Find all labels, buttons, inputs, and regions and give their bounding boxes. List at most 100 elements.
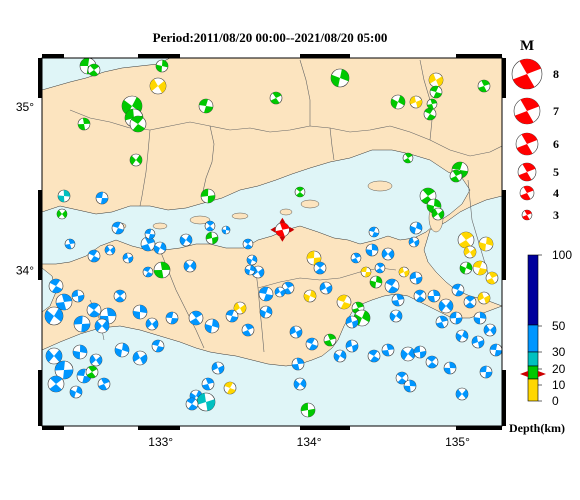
earthquake-marker (140, 236, 156, 252)
earthquake-marker (390, 94, 406, 110)
depth-tick-label: 0 (552, 394, 559, 408)
earthquake-marker (244, 264, 256, 276)
earthquake-marker (179, 233, 193, 247)
earthquake-marker (95, 191, 109, 205)
west-sea (42, 267, 57, 313)
earthquake-marker (409, 221, 423, 235)
magnitude-legend-label: M (520, 38, 534, 54)
earthquake-marker (457, 231, 475, 249)
earthquake-marker (132, 350, 148, 366)
earthquake-marker (149, 77, 167, 95)
earthquake-marker (427, 289, 441, 303)
earthquake-marker (409, 95, 423, 109)
map-body (42, 58, 502, 426)
earthquake-marker (369, 275, 383, 289)
earthquake-marker (145, 317, 159, 331)
depth-legend-label: Depth(km) (509, 421, 565, 435)
lon-tick-label: 134° (297, 435, 322, 449)
earthquake-marker (384, 278, 400, 294)
earthquake-marker (71, 289, 85, 303)
earthquake-marker (425, 355, 439, 369)
earthquake-marker (319, 281, 333, 295)
earthquake-marker (77, 117, 91, 131)
earthquake-marker (223, 381, 237, 395)
earthquake-marker (221, 225, 231, 235)
magnitude-legend-item: 4 (519, 185, 559, 201)
depth-tick-label: 100 (552, 248, 572, 262)
earthquake-marker (165, 311, 179, 325)
earthquake-marker (205, 231, 219, 245)
earthquake-marker (336, 294, 352, 310)
earthquake-marker (69, 385, 83, 399)
earthquake-marker (73, 315, 91, 333)
earthquake-marker (204, 220, 216, 232)
earthquake-marker (86, 302, 102, 318)
earthquake-marker (122, 252, 134, 264)
earthquake-marker (129, 153, 143, 167)
earthquake-marker (345, 315, 359, 329)
earthquake-marker (449, 169, 463, 183)
earthquake-marker (85, 365, 99, 379)
earthquake-marker (114, 342, 130, 358)
earthquake-marker (293, 377, 307, 391)
earthquake-marker (188, 310, 204, 326)
earthquake-marker (389, 309, 403, 323)
earthquake-marker (291, 357, 305, 371)
earthquake-marker (72, 344, 88, 360)
earthquake-marker (368, 226, 380, 238)
earthquake-marker (413, 345, 427, 359)
earthquake-marker (330, 68, 350, 88)
frame-ticks (38, 54, 506, 430)
earthquake-marker (381, 343, 395, 357)
magnitude-legend-value: 6 (553, 137, 559, 151)
earthquake-marker (428, 72, 444, 88)
axis-labels: 133° 134° 135° 34° 35° (16, 100, 470, 449)
earthquake-marker (47, 375, 65, 393)
earthquake-marker (142, 266, 154, 278)
earthquake-marker (246, 254, 258, 266)
earthquake-marker (313, 261, 327, 275)
earthquake-marker (472, 260, 488, 276)
earthquake-marker (185, 397, 199, 411)
mainshock-marker (270, 217, 295, 242)
earthquake-marker (426, 98, 438, 110)
depth-tick-label: 30 (552, 345, 566, 359)
earthquake-marker (306, 250, 322, 266)
earthquake-marker (201, 377, 215, 391)
earthquake-marker (402, 152, 414, 164)
lat-tick-label: 35° (16, 100, 34, 114)
earthquake-marker (455, 387, 469, 401)
earthquake-marker (104, 244, 116, 256)
earthquake-marker (211, 361, 225, 375)
earthquake-marker (274, 286, 286, 298)
earthquake-marker (289, 325, 303, 339)
earthquake-marker (408, 236, 420, 248)
earthquake-marker (153, 241, 167, 255)
earthquake-marker (455, 329, 469, 343)
earthquake-marker (225, 309, 239, 323)
depth-colorbar (527, 254, 539, 402)
earthquake-marker (403, 379, 417, 393)
earthquake-marker (151, 339, 165, 353)
earthquake-marker (87, 63, 101, 77)
earthquake-marker (48, 278, 64, 294)
magnitude-legend-item: 6 (515, 132, 559, 156)
map-title: Period:2011/08/20 00:00--2021/08/20 05:0… (152, 30, 388, 45)
earthquake-marker (198, 98, 214, 114)
earthquake-marker (45, 347, 63, 365)
earthquake-marker (398, 266, 410, 278)
earthquake-marker (443, 361, 457, 375)
earthquake-marker (489, 343, 502, 357)
earthquake-marker (391, 293, 405, 307)
earthquake-marker (111, 221, 125, 235)
earthquake-markers (44, 58, 502, 418)
magnitude-legend-item: 7 (513, 97, 559, 125)
earthquake-marker (429, 85, 443, 99)
lat-tick-label: 34° (16, 264, 34, 278)
magnitude-legend-item: 3 (521, 208, 559, 222)
earthquake-marker (196, 392, 216, 412)
earthquake-marker (64, 238, 76, 250)
earthquake-marker (144, 228, 156, 240)
magnitude-legend-item: 8 (511, 58, 559, 90)
